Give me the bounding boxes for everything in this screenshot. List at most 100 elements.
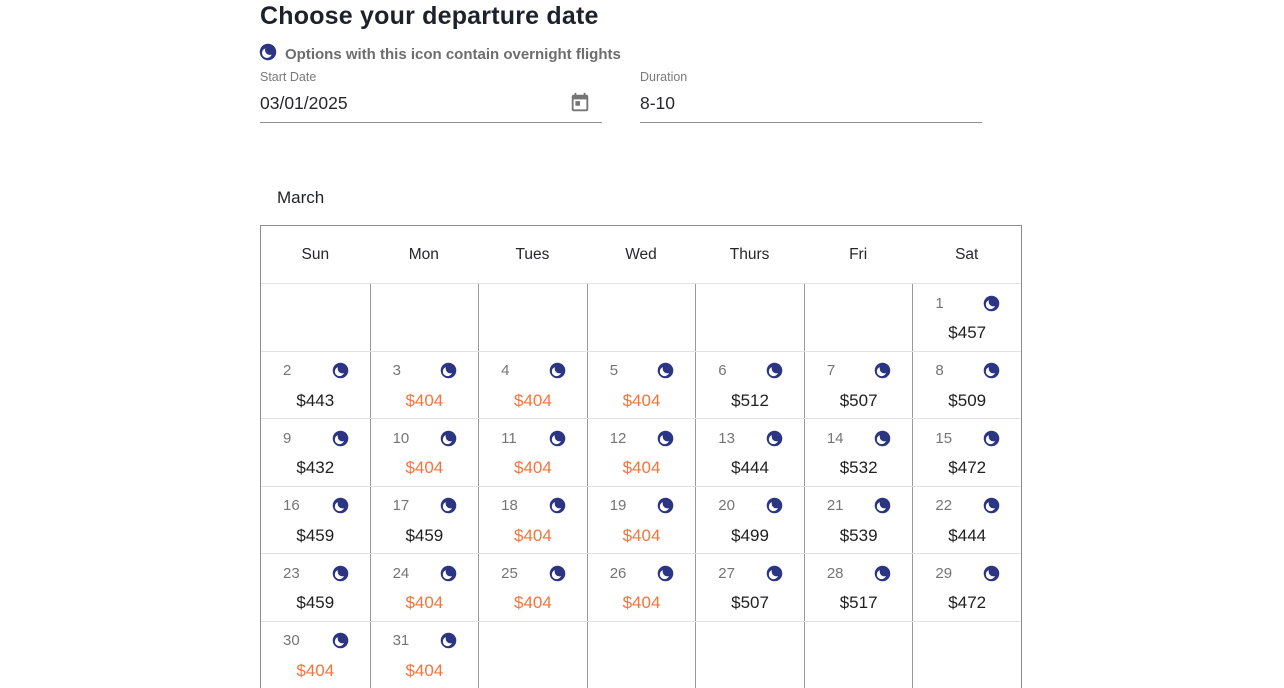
- empty-cell: [803, 621, 913, 688]
- day-cell-7[interactable]: 7 $507: [803, 351, 913, 418]
- duration-label: Duration: [640, 70, 688, 84]
- start-date-input[interactable]: 03/01/2025: [260, 92, 348, 113]
- day-cell-30[interactable]: 30 $404: [261, 622, 370, 688]
- moon-icon: [766, 565, 783, 581]
- moon-icon: [875, 430, 891, 446]
- moon-icon: [657, 362, 674, 379]
- duration-field: Duration 8-10: [640, 70, 982, 123]
- calendar-week-row: 2 $443 3 $404 4 $404 5 $404 6 $512 7 $507 8 $509: [261, 350, 1021, 419]
- day-price: $459: [296, 593, 335, 612]
- moon-icon: [766, 430, 783, 446]
- day-number: 16: [283, 497, 300, 514]
- weekday-fri: Fri: [849, 245, 868, 263]
- day-price: $509: [948, 390, 987, 410]
- day-price: $539: [839, 525, 878, 545]
- day-cell-17[interactable]: 17 $459: [369, 486, 479, 553]
- moon-icon: [259, 43, 277, 61]
- moon-icon: [983, 497, 1000, 514]
- day-price: $432: [296, 458, 335, 477]
- day-cell-5[interactable]: 5 $404: [586, 351, 696, 418]
- day-price: $517: [839, 593, 878, 612]
- weekday-sun: Sun: [301, 245, 330, 263]
- calendar-week-row: 16 $459 17 $459 18 $404 19 $404 20 $499 21 $539 22 $4…: [261, 485, 1021, 554]
- moon-icon: [332, 362, 348, 379]
- day-number: 6: [718, 362, 727, 379]
- day-price: $512: [731, 390, 769, 410]
- weekday-header-row: Sun Mon Tues Wed Thurs Fri Sat: [261, 226, 1021, 283]
- day-cell-19[interactable]: 19 $404: [586, 486, 696, 553]
- moon-icon: [332, 497, 348, 514]
- day-price: $404: [296, 660, 335, 680]
- day-number: 17: [392, 497, 410, 514]
- day-cell-16[interactable]: 16 $459: [261, 487, 370, 554]
- day-cell-10[interactable]: 10 $404: [369, 419, 479, 486]
- moon-icon: [766, 497, 783, 514]
- day-cell-2[interactable]: 2 $443: [261, 352, 370, 419]
- moon-icon: [332, 632, 348, 649]
- day-number: 18: [501, 497, 518, 514]
- day-cell-8[interactable]: 8 $509: [912, 351, 1021, 418]
- day-cell-11[interactable]: 11 $404: [478, 419, 587, 486]
- day-number: 4: [501, 362, 510, 379]
- day-cell-6[interactable]: 6 $512: [695, 351, 804, 418]
- day-cell-9[interactable]: 9 $432: [261, 419, 370, 486]
- day-cell-14[interactable]: 14 $532: [803, 419, 913, 486]
- day-price: $404: [405, 458, 444, 477]
- overnight-legend: Options with this icon contain overnight…: [259, 43, 621, 66]
- day-cell-20[interactable]: 20 $499: [695, 486, 804, 553]
- day-price: $444: [731, 458, 769, 477]
- duration-input[interactable]: 8-10: [640, 92, 676, 113]
- day-cell-4[interactable]: 4 $404: [478, 351, 587, 418]
- calendar-icon[interactable]: [568, 91, 592, 115]
- moon-icon: [657, 430, 674, 446]
- day-cell-25[interactable]: 25 $404: [478, 554, 587, 621]
- day-cell-29[interactable]: 29 $472: [912, 554, 1021, 621]
- empty-cell: [803, 284, 913, 351]
- day-cell-1[interactable]: 1 $457: [912, 284, 1021, 351]
- day-cell-31[interactable]: 31 $404: [369, 621, 479, 688]
- day-price: $404: [514, 390, 552, 410]
- empty-cell: [478, 284, 587, 351]
- day-number: 11: [501, 429, 517, 447]
- day-cell-26[interactable]: 26 $404: [586, 554, 696, 621]
- day-cell-15[interactable]: 15 $472: [912, 419, 1021, 486]
- day-price: $457: [948, 323, 987, 342]
- day-cell-23[interactable]: 23 $459: [261, 554, 370, 621]
- day-price: $507: [731, 593, 769, 612]
- moon-icon: [657, 565, 674, 581]
- day-price: $404: [622, 593, 661, 612]
- day-cell-27[interactable]: 27 $507: [695, 554, 804, 621]
- day-number: 27: [718, 564, 735, 582]
- day-number: 5: [609, 362, 619, 379]
- moon-icon: [440, 497, 457, 514]
- calendar-week-row: 23 $459 24 $404 25 $404 26 $404 27 $507 28 $517 29 $4…: [261, 553, 1021, 621]
- day-price: $472: [948, 593, 987, 612]
- moon-icon: [440, 430, 457, 446]
- day-number: 3: [392, 362, 401, 379]
- day-cell-13[interactable]: 13 $444: [695, 419, 804, 486]
- day-cell-22[interactable]: 22 $444: [912, 486, 1021, 553]
- day-number: 13: [718, 429, 735, 447]
- day-number: 1: [935, 294, 944, 312]
- moon-icon: [875, 362, 891, 379]
- day-cell-18[interactable]: 18 $404: [478, 486, 587, 553]
- weekday-sat: Sat: [955, 245, 979, 263]
- day-number: 30: [283, 632, 300, 649]
- day-cell-12[interactable]: 12 $404: [586, 419, 696, 486]
- calendar-week-row: 9 $432 10 $404 11 $404 12 $404 13 $444 14 $532 15 $47…: [261, 418, 1021, 486]
- empty-cell: [586, 621, 696, 688]
- day-cell-24[interactable]: 24 $404: [369, 554, 479, 621]
- day-price: $404: [622, 390, 661, 410]
- day-price: $404: [514, 458, 552, 477]
- moon-icon: [549, 497, 565, 514]
- day-price: $404: [514, 525, 552, 545]
- month-title: March: [277, 188, 325, 207]
- moon-icon: [875, 497, 891, 514]
- day-price: $507: [839, 390, 878, 410]
- day-cell-3[interactable]: 3 $404: [369, 351, 479, 418]
- day-cell-21[interactable]: 21 $539: [803, 486, 913, 553]
- weekday-wed: Wed: [625, 245, 657, 263]
- day-price: $472: [948, 458, 987, 477]
- day-cell-28[interactable]: 28 $517: [803, 554, 913, 621]
- moon-icon: [983, 362, 1000, 379]
